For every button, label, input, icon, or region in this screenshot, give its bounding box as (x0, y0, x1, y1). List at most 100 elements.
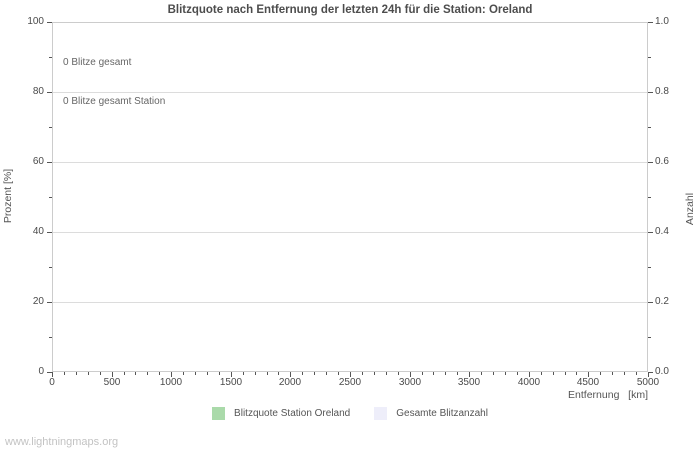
y-left-minor-tick (49, 197, 52, 198)
right-axis-title: Anzahl (684, 192, 696, 226)
x-tick-label: 4500 (576, 377, 600, 388)
y-right-minor-tick (648, 57, 651, 58)
gridline (53, 232, 647, 233)
legend-item-total-count: Gesamte Blitzanzahl (374, 407, 488, 420)
x-minor-tick (195, 372, 196, 375)
legend-swatch-total-count (374, 407, 388, 420)
x-minor-tick (100, 372, 101, 375)
y-left-major-tick (47, 232, 52, 233)
watermark: www.lightningmaps.org (5, 436, 119, 448)
x-major-tick (469, 372, 470, 377)
x-minor-tick (362, 372, 363, 375)
x-minor-tick (505, 372, 506, 375)
x-minor-tick (493, 372, 494, 375)
x-minor-tick (624, 372, 625, 375)
x-minor-tick (338, 372, 339, 375)
x-tick-label: 1000 (159, 377, 183, 388)
x-minor-tick (553, 372, 554, 375)
legend-item-station-quota: Blitzquote Station Oreland (212, 407, 350, 420)
y-left-major-tick (47, 372, 52, 373)
x-minor-tick (314, 372, 315, 375)
annotation-station-strikes: 0 Blitze gesamt Station (63, 96, 166, 107)
y-left-tick-label: 20 (32, 296, 44, 307)
gridline (53, 92, 647, 93)
x-major-tick (290, 372, 291, 377)
x-tick-label: 2500 (338, 377, 362, 388)
y-right-major-tick (648, 372, 653, 373)
plot-area: 0 Blitze gesamt 0 Blitze gesamt Station (52, 22, 648, 372)
x-major-tick (588, 372, 589, 377)
x-minor-tick (374, 372, 375, 375)
x-minor-tick (600, 372, 601, 375)
x-minor-tick (267, 372, 268, 375)
y-right-minor-tick (648, 337, 651, 338)
x-minor-tick (302, 372, 303, 375)
chart-title: Blitzquote nach Entfernung der letzten 2… (167, 4, 533, 16)
y-left-tick-label: 60 (32, 156, 44, 167)
x-major-tick (171, 372, 172, 377)
x-minor-tick (207, 372, 208, 375)
x-minor-tick (255, 372, 256, 375)
y-left-tick-label: 0 (38, 366, 44, 377)
y-left-major-tick (47, 92, 52, 93)
y-left-minor-tick (49, 57, 52, 58)
x-minor-tick (135, 372, 136, 375)
x-minor-tick (76, 372, 77, 375)
y-left-tick-label: 40 (32, 226, 44, 237)
y-right-major-tick (648, 22, 653, 23)
x-tick-label: 3000 (398, 377, 422, 388)
x-minor-tick (88, 372, 89, 375)
legend: Blitzquote Station Oreland Gesamte Blitz… (0, 407, 700, 420)
x-tick-label: 0 (49, 377, 55, 388)
x-tick-label: 2000 (278, 377, 302, 388)
x-minor-tick (422, 372, 423, 375)
x-tick-label: 5000 (636, 377, 660, 388)
annotation-total-strikes: 0 Blitze gesamt (63, 57, 132, 68)
x-minor-tick (636, 372, 637, 375)
y-right-minor-tick (648, 267, 651, 268)
x-tick-label: 4000 (517, 377, 541, 388)
x-minor-tick (398, 372, 399, 375)
y-right-minor-tick (648, 197, 651, 198)
x-major-tick (648, 372, 649, 377)
y-left-major-tick (47, 162, 52, 163)
y-left-major-tick (47, 22, 52, 23)
y-right-minor-tick (648, 127, 651, 128)
y-left-major-tick (47, 302, 52, 303)
x-major-tick (350, 372, 351, 377)
x-minor-tick (576, 372, 577, 375)
x-minor-tick (445, 372, 446, 375)
x-minor-tick (612, 372, 613, 375)
x-minor-tick (517, 372, 518, 375)
y-right-tick-label: 0.8 (655, 86, 669, 97)
legend-label-total-count: Gesamte Blitzanzahl (396, 408, 488, 419)
y-right-major-tick (648, 92, 653, 93)
y-left-minor-tick (49, 337, 52, 338)
x-minor-tick (243, 372, 244, 375)
x-major-tick (52, 372, 53, 377)
y-right-tick-label: 0.2 (655, 296, 669, 307)
annotation-block: 0 Blitze gesamt 0 Blitze gesamt Station (63, 30, 165, 134)
x-minor-tick (147, 372, 148, 375)
y-right-tick-label: 1.0 (655, 16, 669, 27)
x-major-tick (410, 372, 411, 377)
x-minor-tick (278, 372, 279, 375)
x-minor-tick (457, 372, 458, 375)
y-left-minor-tick (49, 127, 52, 128)
legend-label-station-quota: Blitzquote Station Oreland (234, 408, 351, 419)
gridline (53, 162, 647, 163)
x-minor-tick (541, 372, 542, 375)
x-minor-tick (386, 372, 387, 375)
y-right-tick-label: 0.4 (655, 226, 669, 237)
x-minor-tick (64, 372, 65, 375)
x-axis-title: Entfernung [km] (568, 389, 648, 401)
legend-swatch-station-quota (212, 407, 226, 420)
x-minor-tick (183, 372, 184, 375)
x-major-tick (529, 372, 530, 377)
x-tick-label: 500 (103, 377, 121, 388)
x-tick-label: 3500 (457, 377, 481, 388)
y-left-tick-label: 100 (27, 16, 44, 27)
x-minor-tick (565, 372, 566, 375)
y-right-major-tick (648, 232, 653, 233)
